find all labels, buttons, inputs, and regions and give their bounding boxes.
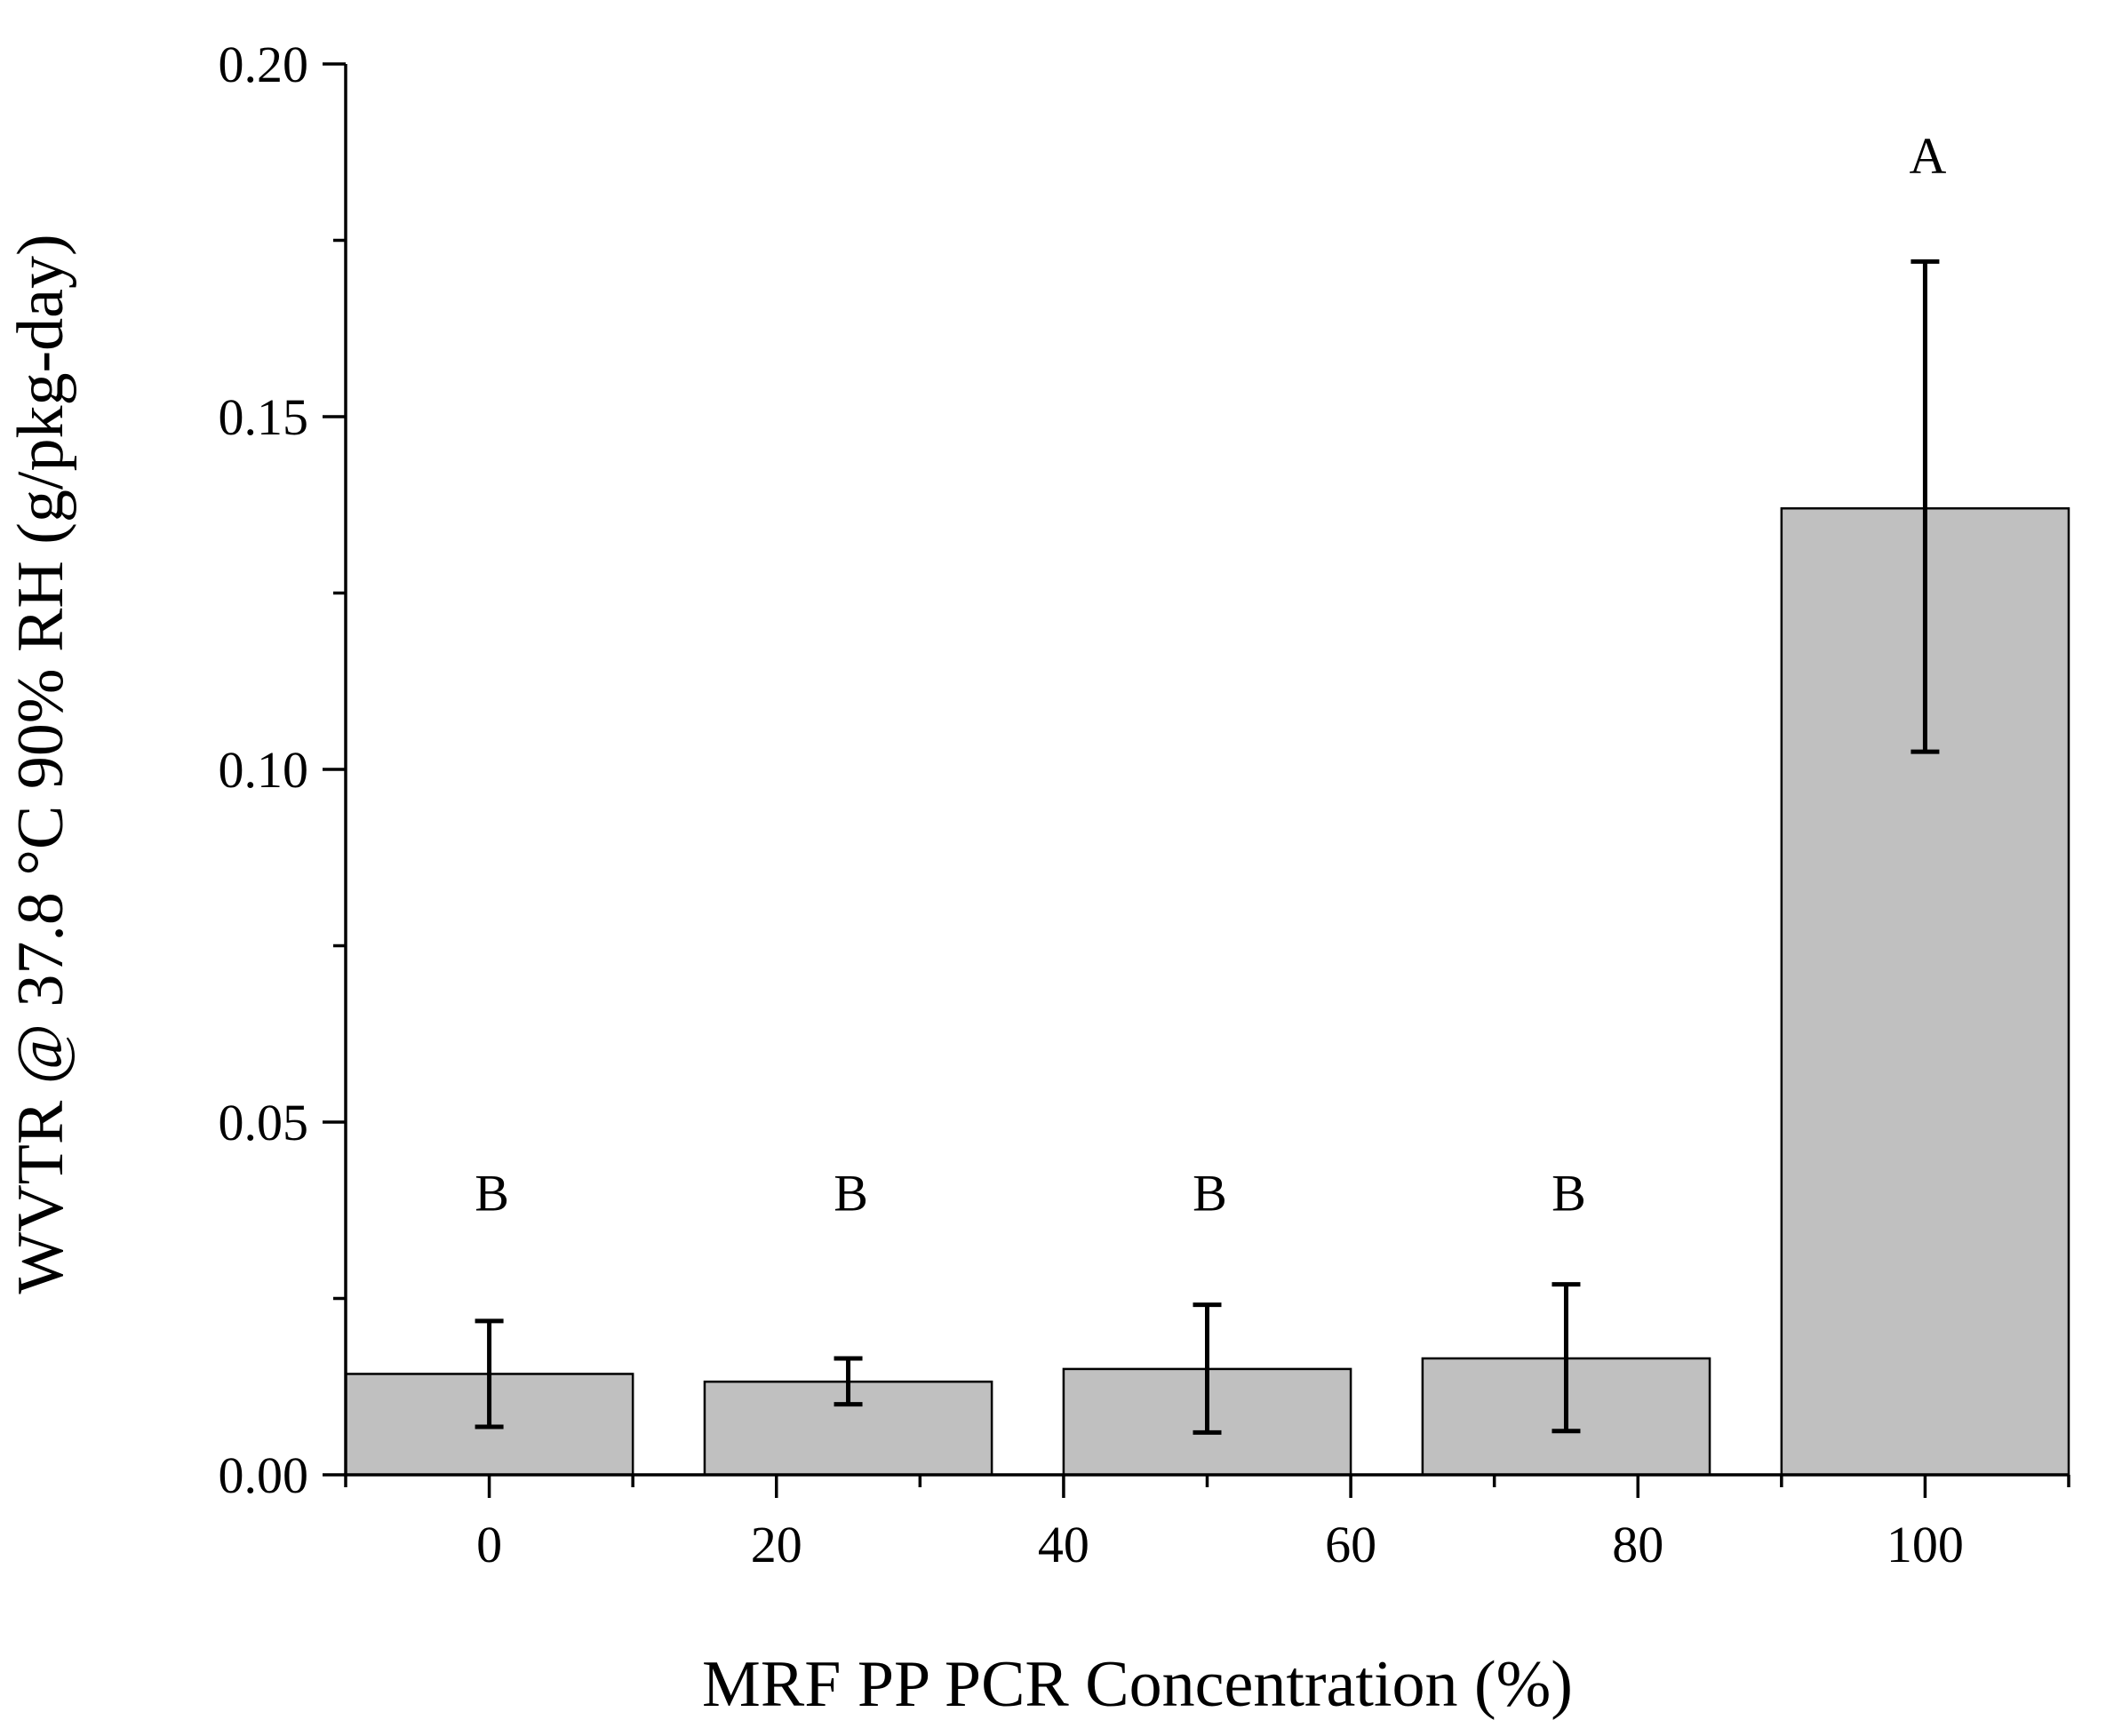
significance-letter: A [1909, 127, 1946, 185]
significance-letter: B [475, 1164, 509, 1222]
significance-letter: B [834, 1164, 868, 1222]
y-tick-label: 0.05 [219, 1094, 309, 1151]
error-bar-75 [1552, 1282, 1581, 1434]
error-bar-50 [1193, 1302, 1222, 1435]
significance-letters-layer: B B B B A [475, 127, 1946, 1222]
y-axis-title: WVTR @ 37.8 °C 90% RH (g/pkg-day) [4, 234, 77, 1294]
x-tick-label: 0 [476, 1516, 502, 1573]
tick-labels-layer: 0.00 0.05 0.10 0.15 0.20 0 20 40 60 80 100 [219, 36, 1964, 1573]
significance-letter: B [1193, 1164, 1227, 1222]
significance-letter: B [1552, 1164, 1586, 1222]
error-bar-25 [834, 1356, 863, 1407]
y-tick-label: 0.15 [219, 388, 309, 446]
x-tick-label: 20 [751, 1516, 802, 1573]
x-axis-title: MRF PP PCR Concentration (%) [702, 1648, 1573, 1721]
y-tick-label: 0.10 [219, 741, 309, 799]
y-tick-label: 0.20 [219, 36, 309, 93]
x-tick-label: 100 [1887, 1516, 1964, 1573]
x-tick-label: 80 [1612, 1516, 1663, 1573]
x-tick-label: 60 [1325, 1516, 1376, 1573]
error-bar-0 [475, 1318, 504, 1429]
error-bar-100 [1911, 259, 1940, 754]
x-tick-label: 40 [1038, 1516, 1089, 1573]
y-tick-label: 0.00 [219, 1446, 309, 1504]
error-bars-layer [475, 259, 1940, 1435]
axes-layer [323, 62, 2070, 1498]
